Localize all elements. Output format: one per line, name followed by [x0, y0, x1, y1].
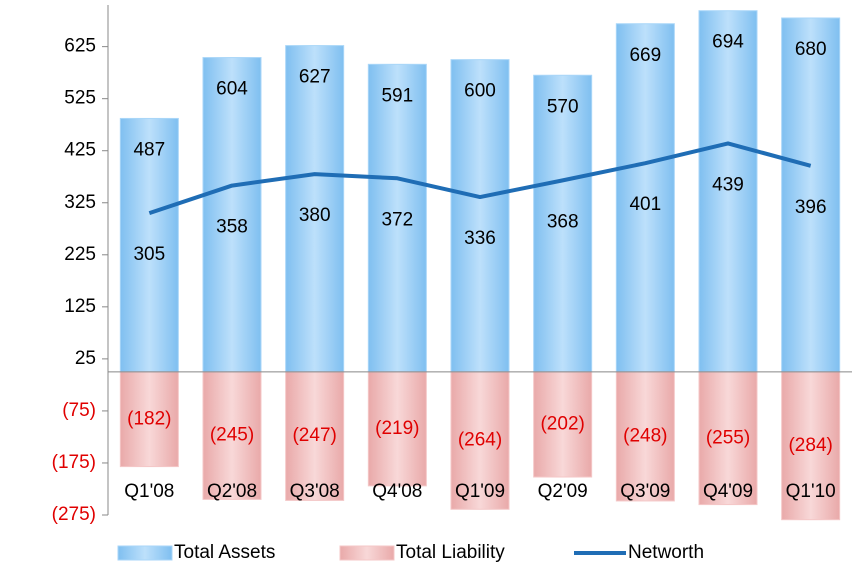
legend-swatch [117, 545, 173, 561]
data-label: (182) [127, 408, 171, 429]
data-label: 401 [629, 194, 661, 215]
data-label: 591 [381, 85, 413, 106]
data-label: (284) [788, 435, 832, 456]
legend-label: Total Liability [396, 542, 505, 563]
data-label: 669 [629, 45, 661, 66]
data-label: (245) [210, 425, 254, 446]
line [148, 141, 812, 216]
x-tick-label: Q2'08 [207, 481, 257, 502]
bar [285, 45, 345, 373]
bar [450, 371, 510, 510]
y-tick-label: (75) [62, 400, 96, 421]
bar [698, 10, 758, 373]
legend-swatch [339, 545, 395, 561]
y-tick-label: 225 [64, 244, 96, 265]
data-label: 694 [712, 32, 744, 53]
y-tick-label: 425 [64, 140, 96, 161]
bar [367, 63, 427, 373]
bar [615, 23, 675, 373]
data-label: 305 [133, 244, 165, 265]
y-tick-label: 625 [64, 36, 96, 57]
bar [615, 371, 675, 502]
data-label: 439 [712, 174, 744, 195]
bar [781, 371, 841, 521]
bar [367, 371, 427, 487]
data-label: 372 [381, 209, 413, 230]
bar [781, 17, 841, 373]
data-label: 358 [216, 217, 248, 238]
data-label: (255) [706, 427, 750, 448]
data-label: 396 [795, 197, 827, 218]
data-label: 600 [464, 81, 496, 102]
data-label: 487 [133, 139, 165, 160]
x-tick-label: Q3'08 [290, 481, 340, 502]
bar [285, 371, 345, 501]
x-tick-label: Q2'09 [538, 481, 588, 502]
y-tick-label: 325 [64, 192, 96, 213]
x-tick-label: Q3'09 [620, 481, 670, 502]
data-label: (264) [458, 430, 502, 451]
bar [202, 57, 262, 373]
data-label: 368 [547, 211, 579, 232]
bar [119, 117, 179, 373]
bar [533, 371, 593, 478]
data-label: (248) [623, 425, 667, 446]
x-tick-label: Q1'08 [124, 481, 174, 502]
y-tick-label: 125 [64, 296, 96, 317]
bar [202, 371, 262, 500]
legend-label: Networth [628, 542, 704, 563]
data-label: 627 [299, 67, 331, 88]
data-label: (202) [540, 413, 584, 434]
data-label: (219) [375, 418, 419, 439]
y-tick-label: (275) [52, 504, 96, 525]
bar [450, 59, 510, 373]
y-tick-label: (175) [52, 452, 96, 473]
x-tick-label: Q4'09 [703, 481, 753, 502]
data-label: 570 [547, 96, 579, 117]
data-label: 336 [464, 228, 496, 249]
bar [533, 74, 593, 373]
bar [119, 371, 179, 468]
y-tick-label: 525 [64, 88, 96, 109]
x-tick-label: Q1'10 [786, 481, 836, 502]
data-label: 680 [795, 39, 827, 60]
legend-label: Total Assets [174, 542, 275, 563]
x-tick-label: Q1'09 [455, 481, 505, 502]
data-label: (247) [292, 425, 336, 446]
x-tick-label: Q4'08 [372, 481, 422, 502]
data-label: 380 [299, 205, 331, 226]
y-tick-label: 25 [75, 348, 96, 369]
data-label: 604 [216, 79, 248, 100]
